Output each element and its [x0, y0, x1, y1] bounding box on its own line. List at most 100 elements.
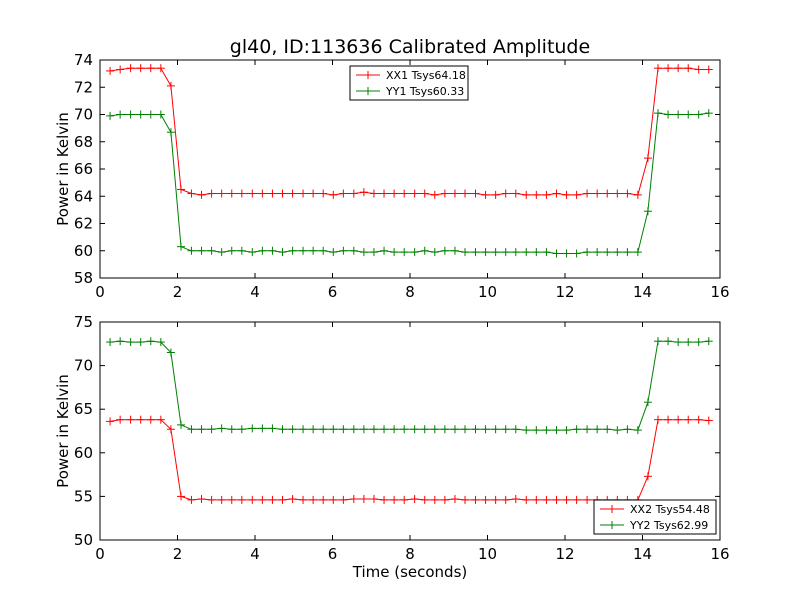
top-data-point	[106, 66, 115, 75]
bottom-data-point	[217, 495, 226, 504]
bottom-data-point	[532, 495, 541, 504]
bottom-data-point	[146, 337, 155, 346]
bottom-chart: 0 2 4 6 8 10 12 14 16 50 55 60 65 70 75 Power in Kelvin…	[54, 313, 730, 581]
bottom-data-point	[380, 425, 389, 434]
bottom-data-point	[654, 415, 662, 424]
top-data-point	[491, 248, 500, 257]
top-data-point	[491, 190, 500, 199]
bottom-data-point	[400, 495, 409, 504]
bottom-data-point	[694, 338, 703, 347]
top-data-point	[613, 189, 622, 198]
top-data-point	[704, 65, 713, 74]
top-data-point	[309, 189, 318, 198]
top-data-point	[522, 248, 531, 257]
bottom-data-point	[511, 425, 520, 434]
top-data-point	[420, 189, 429, 198]
bottom-data-point	[116, 415, 125, 424]
top-data-point	[166, 81, 175, 90]
top-data-point	[643, 154, 652, 163]
bottom-y-tick-label: 70	[74, 357, 93, 375]
bottom-data-point	[339, 495, 348, 504]
bottom-x-tick-label: 10	[478, 545, 497, 563]
top-data-point	[227, 189, 236, 198]
bottom-data-point	[258, 495, 267, 504]
bottom-data-point	[197, 425, 206, 434]
top-data-point	[299, 189, 308, 198]
top-data-point	[552, 189, 561, 198]
top-data-point	[481, 248, 490, 257]
top-data-point	[187, 189, 196, 198]
top-y-axis-label: Power in Kelvin	[54, 112, 72, 226]
top-data-point	[258, 246, 267, 255]
bottom-data-point	[471, 495, 480, 504]
bottom-y-axis-label: Power in Kelvin	[54, 374, 72, 488]
top-data-point	[390, 189, 399, 198]
bottom-data-point	[450, 495, 459, 504]
bottom-y-tick-label: 55	[74, 487, 93, 505]
bottom-data-point	[410, 495, 419, 504]
top-data-point	[420, 246, 429, 255]
top-data-point	[471, 189, 480, 198]
top-y-tick-label: 60	[74, 242, 93, 260]
top-data-point	[309, 246, 318, 255]
top-data-point	[207, 246, 216, 255]
bottom-data-point	[654, 337, 662, 346]
bottom-data-point	[369, 495, 378, 504]
top-data-point	[583, 248, 592, 257]
top-data-point	[633, 190, 642, 199]
top-data-point	[258, 189, 267, 198]
top-data-point	[136, 110, 145, 119]
bottom-data-point	[664, 415, 673, 424]
bottom-data-point	[136, 415, 145, 424]
top-data-point	[623, 248, 632, 257]
top-data-point	[156, 64, 165, 73]
bottom-data-point	[491, 425, 500, 434]
top-data-point	[613, 248, 622, 257]
bottom-data-point	[572, 495, 581, 504]
bottom-data-point	[116, 337, 125, 346]
top-data-point	[217, 189, 226, 198]
top-data-point	[268, 189, 277, 198]
bottom-data-point	[704, 337, 713, 346]
top-data-point	[380, 189, 389, 198]
top-data-point	[654, 64, 662, 73]
bottom-data-point	[552, 495, 561, 504]
bottom-x-tick-label: 16	[710, 545, 729, 563]
top-data-point	[511, 248, 520, 257]
top-data-point	[116, 65, 125, 74]
bottom-data-point	[643, 472, 652, 481]
top-legend: XX1 Tsys64.18 YY1 Tsys60.33	[349, 65, 469, 101]
top-x-tick-label: 12	[555, 283, 574, 301]
top-data-point	[674, 110, 683, 119]
bottom-data-point	[684, 415, 693, 424]
top-data-point	[319, 246, 328, 255]
top-data-point	[187, 246, 196, 255]
top-data-point	[684, 64, 693, 73]
bottom-data-point	[309, 425, 318, 434]
bottom-data-point	[126, 415, 135, 424]
bottom-data-point	[349, 425, 358, 434]
top-data-point	[369, 189, 378, 198]
top-data-point	[369, 248, 378, 257]
bottom-data-point	[481, 495, 490, 504]
bottom-x-tick-label: 8	[405, 545, 415, 563]
top-legend-label: YY1 Tsys60.33	[385, 85, 464, 98]
bottom-data-point	[268, 424, 277, 433]
bottom-data-point	[583, 425, 592, 434]
bottom-data-point	[420, 495, 429, 504]
bottom-data-point	[309, 495, 318, 504]
bottom-data-point	[471, 425, 480, 434]
top-data-point	[248, 248, 257, 257]
bottom-axes-frame	[99, 321, 721, 541]
bottom-data-point	[623, 425, 632, 434]
bottom-data-point	[440, 495, 449, 504]
bottom-x-tick-label: 2	[173, 545, 183, 563]
top-axes-frame	[99, 59, 721, 279]
top-data-point	[197, 190, 206, 199]
top-data-point	[136, 64, 145, 73]
top-data-point	[522, 190, 531, 199]
bottom-data-point	[237, 425, 246, 434]
bottom-data-point	[380, 495, 389, 504]
top-data-point	[410, 248, 419, 257]
